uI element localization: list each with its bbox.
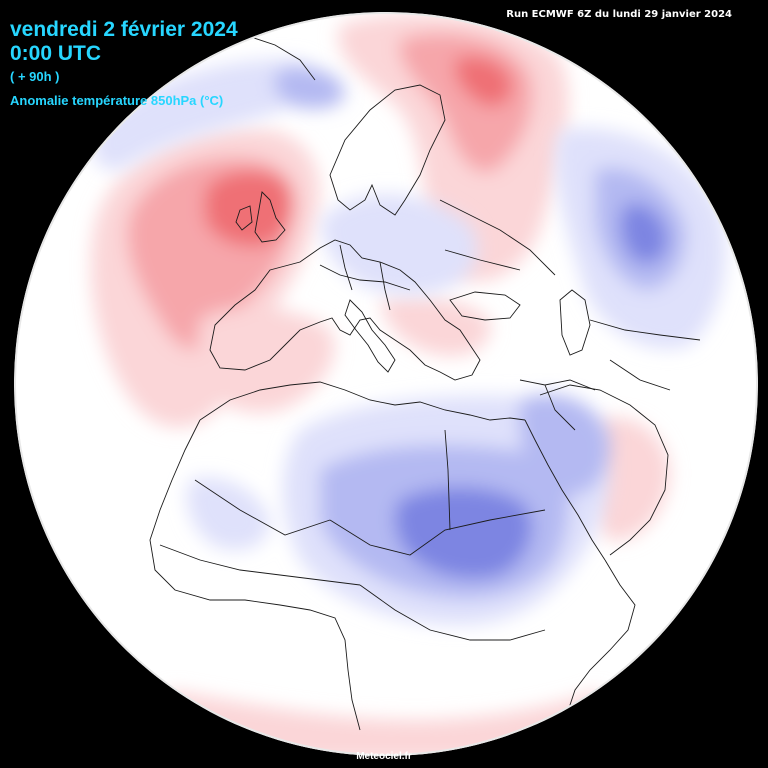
border-middle-east (519, 379, 596, 431)
run-info: Run ECMWF 6Z du lundi 29 janvier 2024 (506, 9, 732, 20)
coastline-scandinavia (329, 84, 446, 216)
coastline-italy (344, 299, 396, 373)
warm-anomaly-iberia (195, 307, 335, 413)
border-europe-central (319, 244, 411, 311)
cold-anomaly-greenland-core (273, 66, 345, 109)
cold-anomaly-siberia-core (620, 203, 668, 264)
title-block: vendredi 2 février 2024 0:00 UTC ( + 90h… (10, 18, 238, 110)
border-west-africa-states (159, 544, 361, 586)
cold-anomaly-arabia (519, 394, 611, 496)
border-egypt-sudan (444, 429, 451, 531)
cold-anomaly-west-africa (186, 477, 270, 551)
border-central-asia (589, 319, 701, 391)
coastline-black-sea (449, 291, 521, 321)
coastline-greenland-edge (244, 34, 316, 81)
borders-layer (149, 34, 701, 751)
warm-anomaly-layer (91, 14, 670, 756)
border-central-africa (359, 584, 546, 641)
warm-anomaly-british-isles (205, 170, 294, 247)
border-sahara-west (194, 479, 331, 536)
site-credit: Meteociel.fr (356, 751, 412, 762)
coastline-british-isles (235, 191, 286, 243)
coastline-caspian-sea (559, 289, 591, 356)
cold-anomaly-central-europe (320, 194, 478, 296)
cold-anomaly-sahara-core (394, 487, 532, 579)
parameter-label: Anomalie température 850hPa (°C) (10, 93, 224, 108)
warm-anomaly-balkans (380, 296, 491, 356)
border-russia-west (439, 199, 556, 276)
border-sahara-central (329, 509, 546, 556)
cold-anomaly-greenland (92, 59, 315, 171)
globe (14, 12, 758, 756)
coastline-north-africa (199, 381, 526, 421)
forecast-offset: ( + 90h ) (10, 69, 60, 84)
cold-anomaly-layer (92, 59, 726, 626)
forecast-time: 0:00 UTC (10, 42, 102, 65)
forecast-date: vendredi 2 février 2024 (10, 18, 238, 41)
coastline-red-sea (524, 419, 606, 561)
coastline-west-africa (149, 419, 361, 731)
coastline-arabia (539, 384, 669, 556)
warm-anomaly-arabian-coast (591, 417, 670, 541)
warm-anomaly-kola (454, 56, 513, 107)
